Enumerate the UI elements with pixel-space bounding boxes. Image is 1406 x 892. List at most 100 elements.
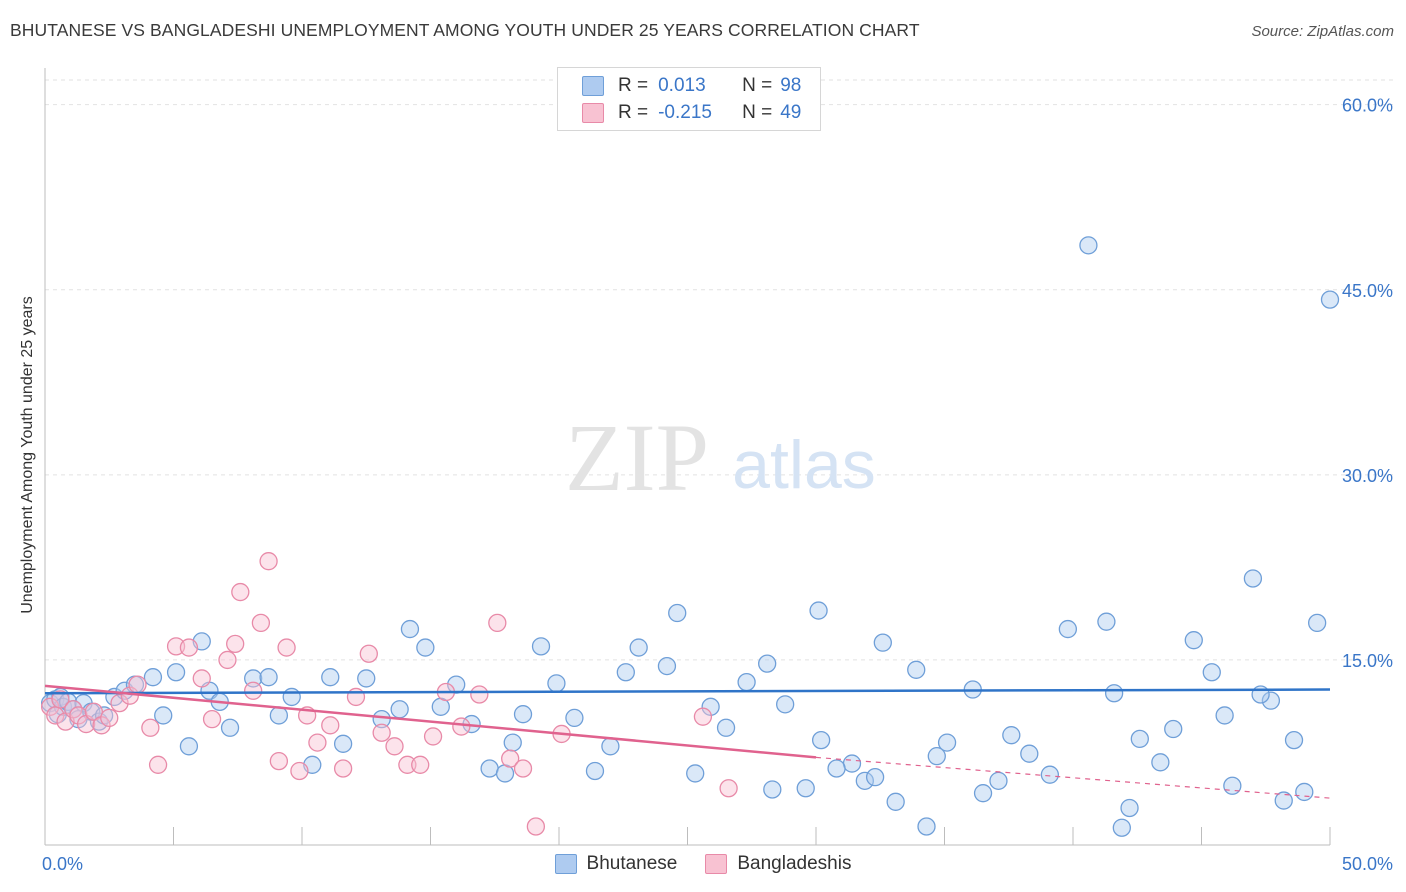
data-point: [385, 737, 404, 756]
data-point: [290, 761, 309, 781]
data-point: [202, 709, 222, 729]
data-point: [51, 690, 70, 709]
data-point: [40, 697, 60, 716]
data-point: [372, 709, 391, 729]
data-point: [1151, 753, 1170, 772]
grid-lines: [45, 79, 1395, 661]
data-point: [192, 669, 211, 688]
data-point: [346, 687, 366, 707]
data-point: [737, 672, 756, 692]
data-point: [470, 685, 489, 704]
data-point: [398, 755, 417, 774]
data-point: [531, 637, 551, 656]
data-point: [411, 755, 430, 774]
data-point: [693, 707, 713, 726]
data-point: [776, 695, 795, 714]
data-point: [1164, 719, 1183, 739]
data-point: [937, 733, 957, 752]
data-point: [719, 779, 738, 798]
data-point: [629, 638, 648, 657]
data-point: [400, 619, 420, 639]
legend-row-bangladeshis: R = -0.215 N = 49: [582, 101, 801, 125]
data-point: [143, 668, 163, 687]
y-tick-label: 45.0%: [1342, 281, 1393, 301]
data-point: [1130, 729, 1149, 749]
data-point: [333, 759, 353, 778]
trend-line-bhutanese: [44, 688, 1331, 695]
data-point: [321, 716, 340, 735]
data-point: [758, 654, 777, 673]
data-point: [526, 817, 546, 836]
data-point: [128, 675, 147, 694]
data-point: [763, 780, 782, 799]
legend-r-label: R =: [618, 75, 649, 96]
axes: [44, 68, 1331, 846]
data-point: [277, 638, 296, 657]
data-point: [423, 727, 443, 746]
data-point: [1243, 569, 1263, 588]
data-point: [1202, 663, 1221, 682]
trend-line-bangladeshis: [44, 684, 817, 759]
data-point: [269, 706, 289, 725]
y-axis-title: Unemployment Among Youth under 25 years: [19, 296, 36, 614]
data-point: [321, 668, 340, 687]
data-point: [1295, 782, 1314, 802]
data-point: [1120, 798, 1139, 818]
data-point: [501, 749, 520, 768]
source-label: Source: ZipAtlas.com: [1251, 23, 1394, 40]
x-tick-labels: 0.0% 50.0%: [42, 854, 1393, 874]
series-legend: Bhutanese Bangladeshis: [0, 851, 1406, 877]
data-point: [842, 754, 862, 773]
watermark-zip: ZIP: [565, 404, 709, 511]
data-point: [282, 687, 301, 707]
data-point: [907, 660, 926, 679]
data-point: [873, 633, 892, 652]
legend-item-bangladeshis[interactable]: Bangladeshis: [705, 853, 851, 875]
data-point: [166, 663, 186, 682]
data-point: [547, 674, 566, 693]
data-point: [809, 601, 828, 620]
data-point: [701, 697, 720, 716]
data-point: [244, 681, 263, 700]
data-point: [154, 706, 173, 725]
x-tick-label: 0.0%: [42, 854, 83, 874]
data-point: [657, 656, 677, 676]
data-point: [259, 552, 278, 571]
legend-n-value: 98: [780, 75, 802, 96]
data-point: [1215, 706, 1234, 725]
stats-legend: R = 0.013 N = 98 R = -0.215 N = 49: [557, 67, 821, 131]
legend-item-bhutanese[interactable]: Bhutanese: [554, 853, 677, 875]
legend-swatch-blue: [582, 76, 604, 96]
data-point: [179, 638, 199, 657]
data-point: [372, 723, 391, 742]
data-point: [917, 817, 936, 836]
data-point: [1040, 765, 1060, 784]
legend-row-bhutanese: R = 0.013 N = 98: [582, 74, 801, 98]
data-point: [886, 792, 905, 811]
legend-swatch-blue: [554, 854, 577, 874]
data-point: [513, 705, 533, 724]
legend-r-value: -0.215: [658, 102, 712, 123]
data-point: [480, 759, 499, 778]
data-point: [601, 737, 620, 756]
data-point: [251, 613, 271, 633]
data-point: [668, 603, 687, 623]
data-point: [616, 663, 635, 682]
legend-label-bangladeshis: Bangladeshis: [737, 853, 852, 874]
data-point: [716, 718, 736, 737]
legend-swatch-pink: [705, 854, 728, 874]
data-point: [148, 755, 168, 774]
data-point: [513, 759, 533, 778]
watermark-atlas: atlas: [732, 427, 876, 503]
data-point: [1079, 236, 1098, 255]
data-point: [827, 759, 846, 778]
data-point: [1002, 726, 1021, 745]
data-point: [1112, 818, 1131, 837]
data-point: [100, 708, 119, 728]
data-point: [84, 702, 103, 721]
data-point: [686, 764, 705, 783]
data-point: [565, 708, 584, 728]
data-point: [488, 613, 507, 633]
data-point: [1320, 290, 1340, 309]
